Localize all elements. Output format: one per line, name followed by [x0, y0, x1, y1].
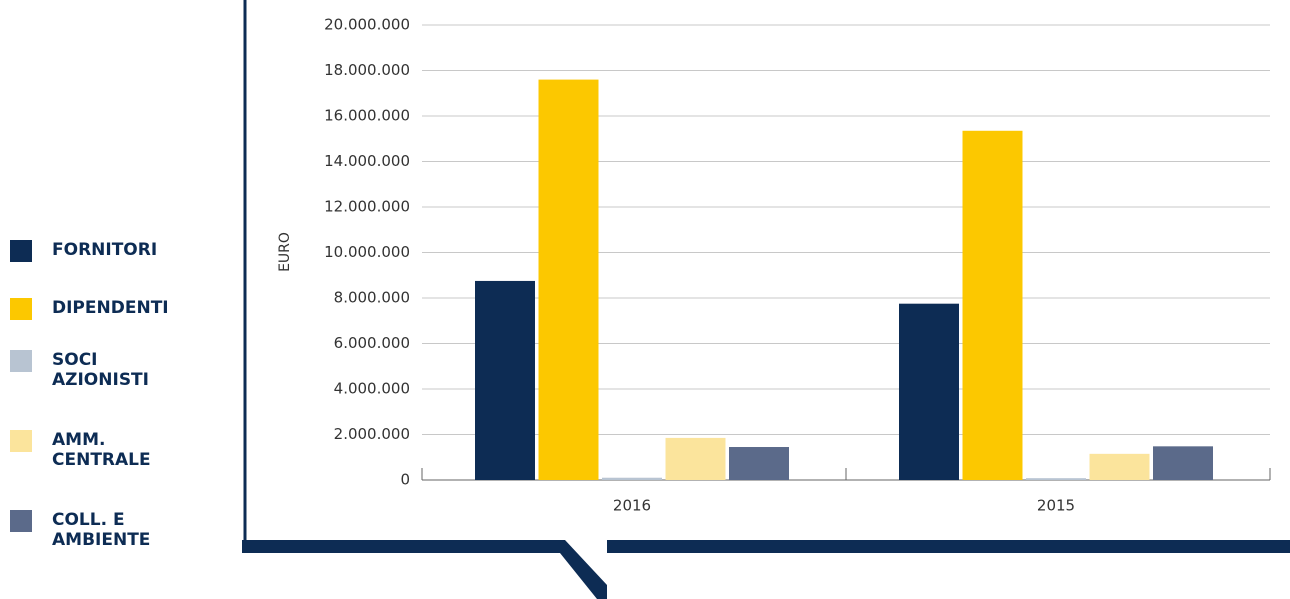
bar	[899, 303, 959, 480]
y-tick-label: 2.000.000	[334, 425, 410, 443]
bar	[538, 79, 599, 480]
bar	[962, 130, 1023, 480]
legend-label: AMM. CENTRALE	[52, 430, 151, 470]
decor-bar	[607, 540, 1290, 553]
x-tick-label: 2015	[1037, 497, 1075, 515]
bar	[665, 437, 726, 480]
legend-item: DIPENDENTI	[10, 298, 192, 320]
legend-swatch	[10, 430, 32, 452]
y-tick-label: 0	[400, 471, 410, 489]
legend-swatch	[10, 350, 32, 372]
bar	[475, 280, 535, 480]
y-tick-label: 4.000.000	[334, 380, 410, 398]
y-tick-label: 10.000.000	[324, 243, 410, 261]
bar	[729, 447, 789, 480]
legend-swatch	[10, 240, 32, 262]
legend-swatch	[10, 298, 32, 320]
legend-label: DIPENDENTI	[52, 298, 169, 318]
legend-item: SOCI AZIONISTI	[10, 350, 192, 390]
x-tick-label: 2016	[613, 497, 651, 515]
y-axis-label: EURO	[277, 232, 293, 272]
legend-item: FORNITORI	[10, 240, 192, 262]
legend-label: COLL. E AMBIENTE	[52, 510, 151, 550]
legend-label: FORNITORI	[52, 240, 158, 260]
y-tick-label: 8.000.000	[334, 289, 410, 307]
bar	[1153, 446, 1213, 480]
legend-item: AMM. CENTRALE	[10, 430, 192, 470]
y-tick-label: 12.000.000	[324, 198, 410, 216]
bar	[602, 477, 662, 480]
y-tick-label: 20.000.000	[324, 16, 410, 34]
y-tick-label: 6.000.000	[334, 334, 410, 352]
legend-label: SOCI AZIONISTI	[52, 350, 149, 390]
bar	[1089, 453, 1150, 480]
legend-item: COLL. E AMBIENTE	[10, 510, 192, 550]
y-tick-label: 16.000.000	[324, 107, 410, 125]
bar	[1026, 478, 1086, 480]
y-tick-label: 18.000.000	[324, 61, 410, 79]
decor-bar	[242, 540, 607, 599]
y-tick-label: 14.000.000	[324, 152, 410, 170]
legend-swatch	[10, 510, 32, 532]
